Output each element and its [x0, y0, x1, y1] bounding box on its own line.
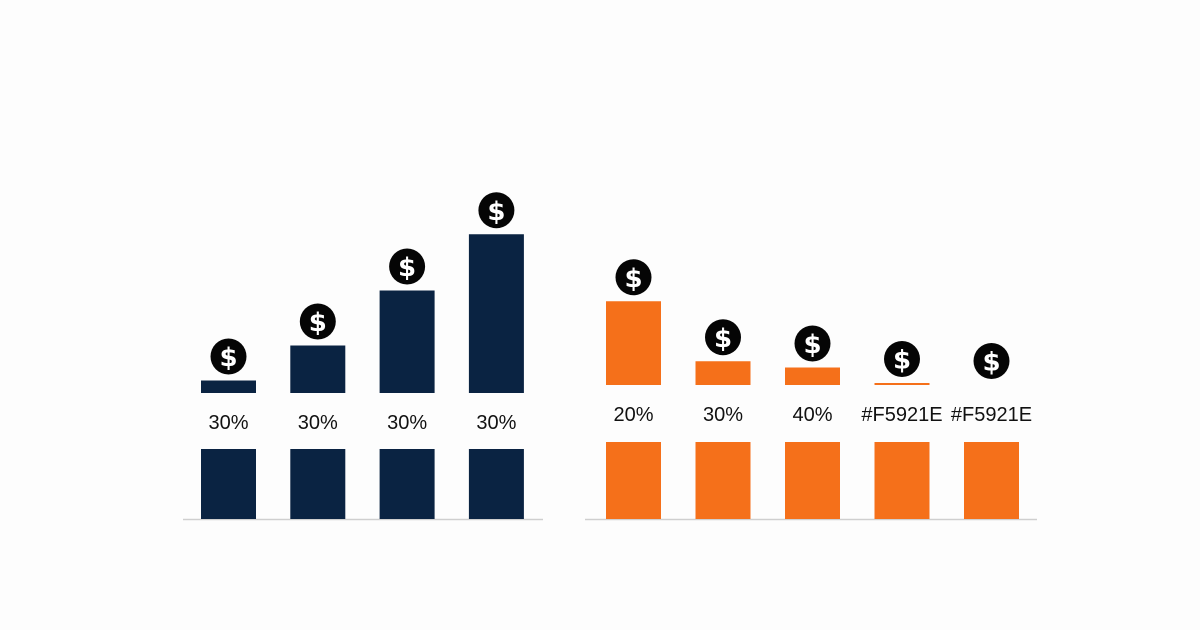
bar-label-1-3: 30%: [387, 412, 427, 434]
bar-group-1: $30% $30% $30% $30%: [183, 192, 543, 521]
dollar-coin-icon: $: [389, 248, 426, 285]
bar-1-1: [201, 380, 256, 393]
dollar-coin-icon: $: [299, 303, 336, 340]
coin-symbol: $: [487, 197, 505, 227]
coin-symbol: $: [309, 308, 327, 338]
bar-label-2-3: 40%: [792, 404, 832, 426]
base-block-2-2: [695, 442, 751, 519]
bar-label-1-1: 30%: [208, 412, 248, 434]
base-block-2-1: [606, 442, 661, 519]
coin-symbol: $: [803, 330, 821, 360]
dollar-coin-icon: $: [884, 341, 920, 377]
base-block-1-4: [468, 449, 524, 519]
coin-circle: [299, 303, 336, 340]
coin-circle: [705, 319, 741, 356]
coin-symbol: $: [714, 324, 732, 354]
coin-circle: [884, 341, 920, 377]
base-block-2-3: [785, 442, 840, 519]
dollar-coin-icon: $: [794, 325, 831, 362]
coin-symbol: $: [219, 343, 237, 373]
base-block-2-5: [964, 442, 1019, 519]
bar-2-3: [785, 367, 840, 385]
coin-circle: [615, 259, 652, 296]
bar-label-2-2: 30%: [703, 404, 743, 426]
base-block-2-4: [874, 442, 930, 519]
bar-1-2: [290, 345, 346, 393]
bar-label-2-1: 20%: [613, 404, 653, 426]
bar-2-2: [695, 361, 751, 385]
coin-circle: [794, 325, 831, 362]
coin-circle: [389, 248, 426, 285]
bar-2-1: [606, 301, 661, 385]
coin-symbol: $: [893, 346, 911, 376]
coin-circle: [210, 338, 247, 375]
bar-label-2-5: #F5921E: [951, 404, 1032, 426]
base-block-1-2: [290, 449, 346, 519]
dollar-coin-icon: $: [705, 319, 741, 356]
bar-1-3: [379, 290, 435, 393]
coin-symbol: $: [624, 264, 642, 294]
dollar-coin-icon: $: [615, 259, 652, 296]
bar-group-2: $20% $30% $40% $ #F5921E $ #F5921E: [585, 259, 1037, 521]
base-block-1-3: [379, 449, 435, 519]
bar-label-2-4: #F5921E: [861, 404, 942, 426]
base-block-1-1: [201, 449, 256, 519]
coin-symbol: $: [398, 253, 416, 283]
bar-2-4: [874, 383, 930, 385]
coin-symbol: $: [982, 348, 1000, 378]
bar-label-1-2: 30%: [298, 412, 338, 434]
dollar-coin-icon: $: [210, 338, 247, 375]
coin-circle: [973, 343, 1010, 379]
dollar-coin-icon: $: [973, 343, 1010, 379]
dollar-coin-icon: $: [478, 192, 515, 229]
coin-circle: [478, 192, 515, 229]
bar-label-1-4: 30%: [476, 412, 516, 434]
bar-1-4: [468, 234, 524, 393]
